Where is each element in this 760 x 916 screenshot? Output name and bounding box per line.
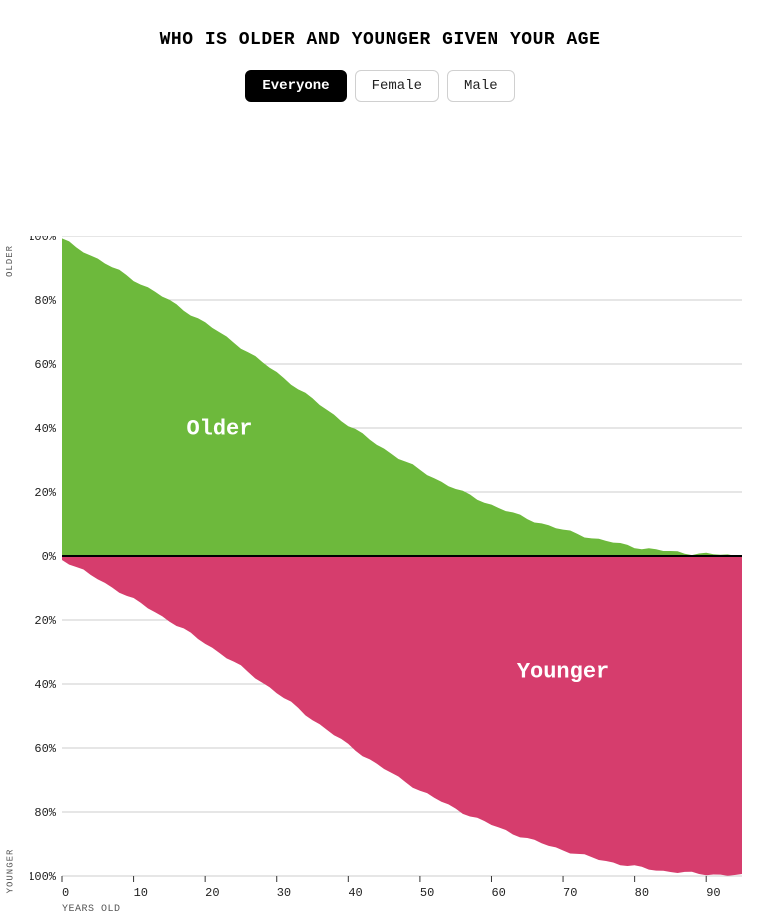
filter-tabs: Everyone Female Male: [0, 70, 760, 102]
y-tick-lower-60: 60%: [34, 742, 56, 756]
x-tick-70: 70: [563, 886, 577, 900]
y-axis-label-older: OLDER: [5, 245, 15, 277]
tab-male[interactable]: Male: [447, 70, 515, 102]
y-axis-label-younger: YOUNGER: [5, 849, 15, 894]
x-tick-80: 80: [635, 886, 649, 900]
y-tick-upper-60: 60%: [34, 358, 56, 372]
x-tick-40: 40: [348, 886, 362, 900]
y-tick-upper-20: 20%: [34, 486, 56, 500]
x-tick-30: 30: [277, 886, 291, 900]
older-area: [62, 238, 742, 557]
tab-everyone[interactable]: Everyone: [245, 70, 346, 102]
younger-area-label: Younger: [517, 660, 609, 685]
y-tick-upper-0: 0%: [42, 550, 57, 564]
x-tick-60: 60: [491, 886, 505, 900]
y-tick-upper-40: 40%: [34, 422, 56, 436]
older-area-label: Older: [186, 416, 252, 441]
x-tick-20: 20: [205, 886, 219, 900]
chart-title: WHO IS OLDER AND YOUNGER GIVEN YOUR AGE: [0, 0, 760, 70]
x-tick-10: 10: [134, 886, 148, 900]
x-tick-0: 0: [62, 886, 69, 900]
diverging-area-chart: 0% 20% 40% 60% 80% 100% 20% 40% 60% 80% 100% 0 10 20 3…: [30, 236, 750, 916]
x-tick-90: 90: [706, 886, 720, 900]
y-tick-lower-80: 80%: [34, 806, 56, 820]
y-tick-upper-100: 100%: [30, 236, 57, 244]
younger-area: [62, 556, 742, 876]
y-tick-upper-80: 80%: [34, 294, 56, 308]
y-tick-lower-40: 40%: [34, 678, 56, 692]
y-tick-lower-100: 100%: [30, 870, 57, 884]
x-tick-50: 50: [420, 886, 434, 900]
tab-female[interactable]: Female: [355, 70, 439, 102]
y-tick-lower-20: 20%: [34, 614, 56, 628]
